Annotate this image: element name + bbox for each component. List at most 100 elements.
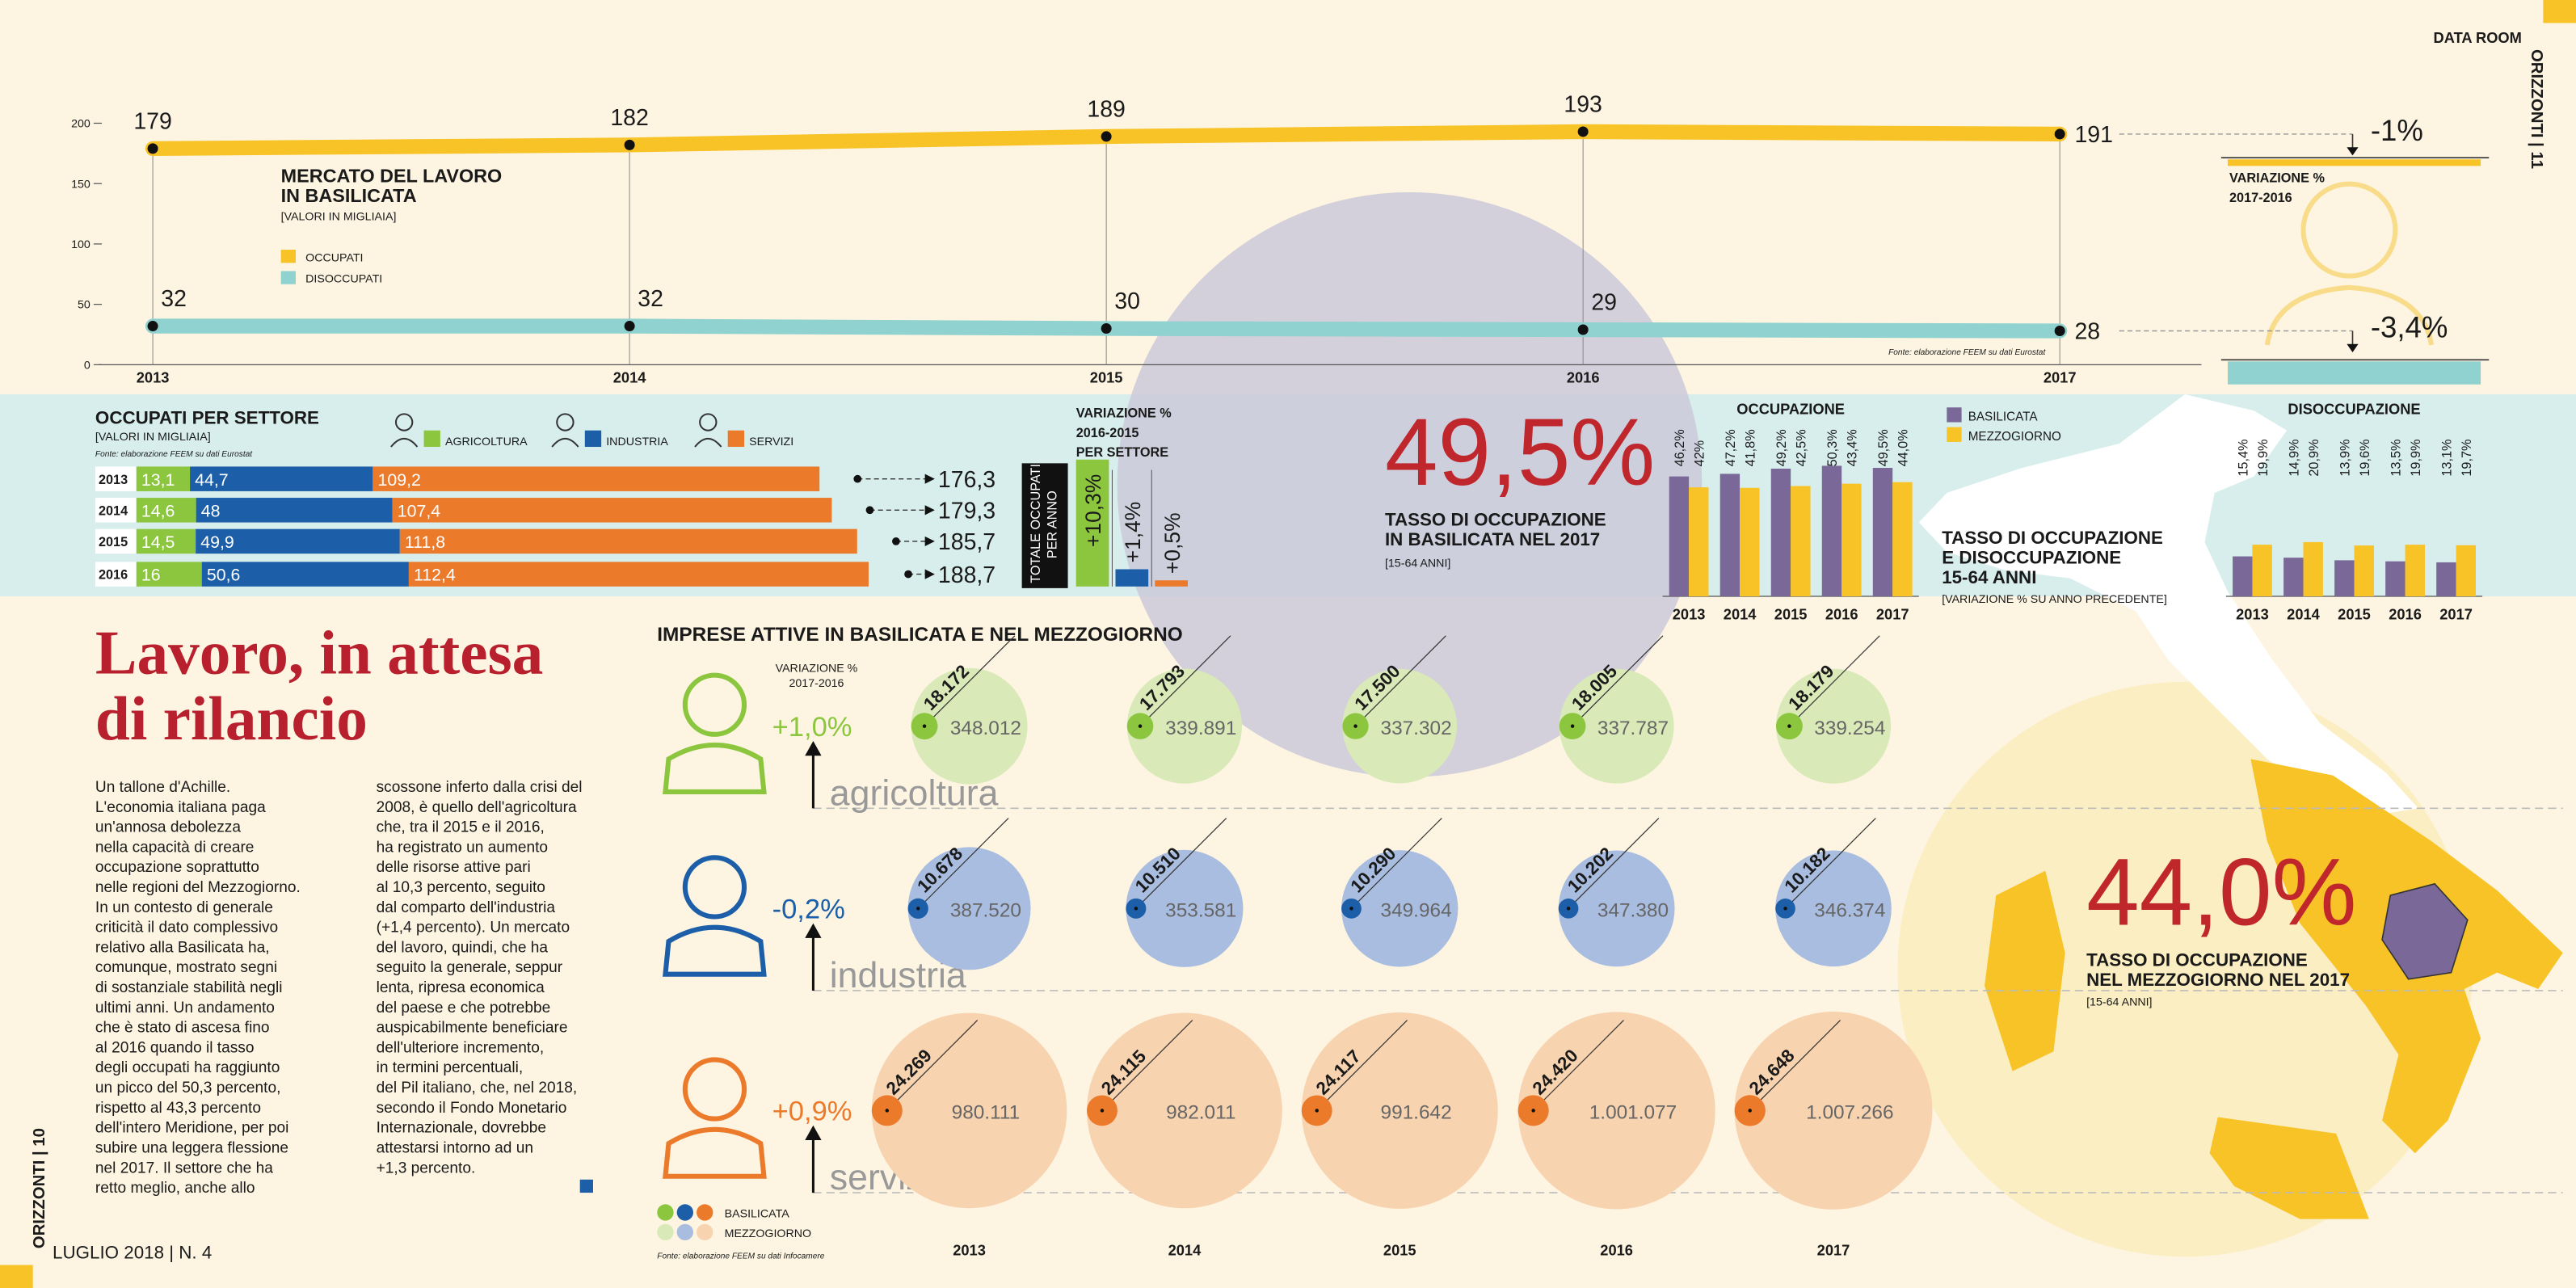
change-label: -0,2% bbox=[772, 894, 845, 925]
bar-segment bbox=[399, 528, 857, 554]
changes-title: 2016-2015 bbox=[1076, 426, 1139, 440]
body-text: Internazionale, dovrebbe bbox=[377, 1120, 546, 1137]
change-title: VARIAZIONE % bbox=[776, 663, 858, 676]
value-label: 19,9% bbox=[2256, 440, 2271, 477]
icon-head bbox=[2300, 181, 2398, 279]
mezzogiorno-label: 339.891 bbox=[1165, 718, 1236, 739]
x-tick-label: 2016 bbox=[1825, 606, 1858, 623]
body-text: relativo alla Basilicata ha, bbox=[95, 939, 270, 956]
value-label: 44,0% bbox=[1896, 429, 1911, 466]
value-label: 179 bbox=[133, 108, 171, 134]
chart-title: IMPRESE ATTIVE IN BASILICATA E NEL MEZZO… bbox=[657, 624, 1182, 646]
legend-label: BASILICATA bbox=[725, 1208, 790, 1221]
body-text: scossone inferto dalla crisi del bbox=[377, 779, 583, 796]
mezzogiorno-bubble bbox=[1734, 1011, 1933, 1210]
bar bbox=[1892, 482, 1913, 597]
mezzogiorno-label: 982.011 bbox=[1166, 1102, 1235, 1124]
body-text: degli occupati ha raggiunto bbox=[95, 1059, 280, 1076]
body-text: in termini percentuali, bbox=[377, 1059, 524, 1076]
sector-icon bbox=[663, 742, 767, 795]
arrow-head bbox=[924, 536, 935, 547]
mezzogiorno-label: 348.012 bbox=[950, 718, 1021, 739]
body-text: del Pil italiano, che, nel 2018, bbox=[377, 1080, 578, 1096]
sector-icon bbox=[682, 672, 747, 737]
legend-icon bbox=[390, 437, 419, 448]
body-text: ultimi anni. Un andamento bbox=[95, 1000, 275, 1017]
dot-center bbox=[1349, 907, 1353, 911]
mezzogiorno-label: 387.520 bbox=[950, 900, 1021, 922]
total-point bbox=[891, 537, 900, 545]
body-text: auspicabilmente beneficiare bbox=[377, 1020, 568, 1037]
legend-label: INDUSTRIA bbox=[606, 436, 668, 448]
chart-subtitle: [VALORI IN MIGLIAIA] bbox=[95, 431, 211, 444]
bar bbox=[2303, 541, 2323, 597]
corner-mark bbox=[2543, 0, 2576, 23]
highlight-caption: IN BASILICATA NEL 2017 bbox=[1385, 529, 1600, 549]
y-tick-label: 50 bbox=[78, 299, 90, 312]
value-label: 13,9% bbox=[2338, 440, 2352, 477]
legend-swatch bbox=[1947, 427, 1962, 442]
y-tick-label: 2014 bbox=[99, 503, 128, 518]
x-tick-label: 2016 bbox=[1567, 369, 1600, 386]
value-label: 49,9 bbox=[200, 532, 234, 552]
highlight-note: [15-64 ANNI] bbox=[1385, 557, 1450, 570]
folio: ORIZZONTI | 10 bbox=[31, 1128, 48, 1248]
map-basilicata bbox=[2381, 882, 2469, 980]
total-title: TOTALE OCCUPATI bbox=[1029, 464, 1043, 583]
value-label: 41,8% bbox=[1743, 429, 1757, 466]
value-label: 32 bbox=[638, 286, 663, 312]
value-label: 182 bbox=[610, 105, 648, 131]
change-bar bbox=[2227, 361, 2481, 385]
value-label: 50,6 bbox=[207, 566, 241, 585]
value-label: 19,6% bbox=[2358, 440, 2372, 477]
body-text: nella capacità di creare bbox=[95, 839, 255, 856]
mezzogiorno-label: 347.380 bbox=[1597, 900, 1669, 922]
value-label: 19,9% bbox=[2409, 440, 2423, 477]
x-tick-label: 2013 bbox=[1673, 606, 1706, 623]
body-text: ha registrato un aumento bbox=[377, 839, 548, 856]
y-tick-label: 100 bbox=[71, 238, 90, 251]
total-label: 188,7 bbox=[938, 562, 995, 588]
mezzogiorno-label: 337.302 bbox=[1381, 718, 1452, 739]
change-label: +0,5% bbox=[1160, 512, 1185, 574]
point bbox=[2054, 128, 2065, 140]
label-leader bbox=[1749, 1020, 1841, 1111]
value-label: 193 bbox=[1564, 92, 1602, 118]
legend-icon bbox=[556, 413, 575, 431]
bar-segment bbox=[373, 466, 820, 491]
value-label: 14,9% bbox=[2287, 440, 2301, 477]
x-tick-label: 2014 bbox=[613, 369, 647, 386]
bar bbox=[1791, 486, 1811, 597]
bar bbox=[2252, 545, 2272, 597]
label-leader bbox=[1533, 1020, 1624, 1111]
change-label: +10,3% bbox=[1081, 474, 1105, 547]
point bbox=[1101, 323, 1112, 335]
issue-label: LUGLIO 2018 | N. 4 bbox=[53, 1242, 212, 1262]
x-tick-label: 2015 bbox=[1774, 606, 1808, 623]
label-leader bbox=[1101, 1020, 1193, 1111]
body-text: dell'intero Meridione, per poi bbox=[95, 1120, 288, 1137]
legend-label: MEZZOGIORNO bbox=[1968, 430, 2061, 444]
label-leader bbox=[924, 635, 1016, 727]
highlight-circle bbox=[1117, 192, 1703, 777]
arrow-head bbox=[924, 505, 935, 516]
article-title: Lavoro, in attesa bbox=[95, 618, 543, 688]
change-label: -3,4% bbox=[2371, 311, 2448, 344]
italy-map bbox=[1918, 394, 2563, 1219]
mezzogiorno-bubble bbox=[1559, 668, 1674, 784]
corner-mark bbox=[0, 1265, 33, 1288]
label-leader bbox=[1572, 635, 1664, 727]
body-text: che è stato di ascesa fino bbox=[95, 1020, 270, 1037]
value-label: 111,8 bbox=[405, 532, 445, 552]
mezzogiorno-bubble bbox=[911, 667, 1028, 785]
bar bbox=[2456, 545, 2476, 597]
point bbox=[624, 139, 635, 150]
body-text: al 10,3 percento, seguito bbox=[377, 879, 545, 896]
mezzogiorno-bubble bbox=[1517, 1012, 1715, 1210]
dot-center bbox=[1570, 724, 1575, 728]
person-icon bbox=[2264, 181, 2435, 346]
bar bbox=[1842, 483, 1862, 597]
total-point bbox=[865, 506, 874, 515]
highlight-note: [15-64 ANNI] bbox=[2086, 995, 2152, 1008]
icon-body bbox=[2264, 284, 2435, 346]
